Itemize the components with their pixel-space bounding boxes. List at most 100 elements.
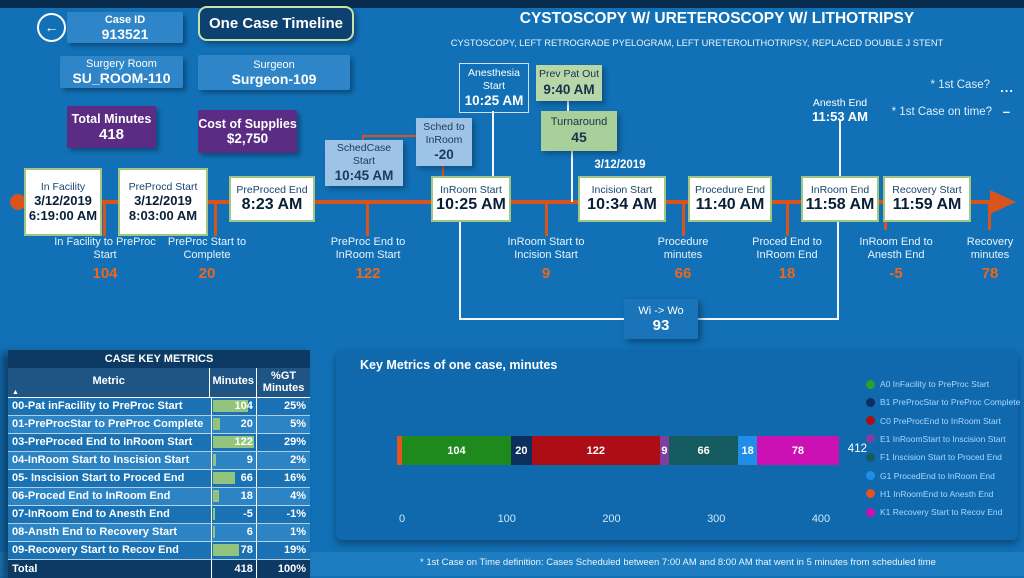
legend-label: G1 ProcedEnd to InRoom End bbox=[880, 470, 995, 481]
surgeon-value: Surgeon-109 bbox=[231, 70, 317, 87]
timeline-tick bbox=[682, 204, 685, 236]
milestone-recovery-start: Recovery Start 11:59 AM bbox=[883, 176, 971, 222]
callout-anesth-end: Anesth End 11:53 AM bbox=[790, 97, 890, 124]
legend-item[interactable]: C0 PreProcEnd to InRoom Start bbox=[866, 416, 1001, 426]
timeline-tick bbox=[545, 204, 548, 236]
legend-label: A0 InFacility to PreProc Start bbox=[880, 379, 990, 389]
pct-cell: 29% bbox=[283, 436, 306, 448]
legend-dot-icon bbox=[866, 471, 875, 480]
legend-label: B1 PreProcStar to PreProc Complete bbox=[880, 397, 1021, 408]
minutes-databar bbox=[212, 526, 215, 538]
minutes-cell: 6 bbox=[212, 524, 257, 541]
page-title: CYSTOSCOPY W/ URETEROSCOPY W/ LITHOTRIPS… bbox=[519, 10, 915, 27]
bar-segment[interactable]: 9 bbox=[659, 436, 670, 465]
milestone-date: 3/12/2019 bbox=[134, 193, 192, 208]
legend-item[interactable]: B1 PreProcStar to PreProc Complete bbox=[866, 397, 1020, 407]
timeline-tick bbox=[786, 204, 789, 236]
first-case-label: * 1st Case? bbox=[930, 79, 990, 91]
legend-item[interactable]: E1 InRoomStart to Inscision Start bbox=[866, 434, 1006, 444]
table-row[interactable]: 05- Inscision Start to Proced End 66 16% bbox=[8, 470, 310, 488]
table-row[interactable]: 03-PreProced End to InRoom Start 122 29% bbox=[8, 434, 310, 452]
metric-cell: 04-InRoom Start to Inscision Start bbox=[8, 452, 212, 469]
milestone-title: Incision Start bbox=[591, 184, 653, 196]
milestone-title: PreProced End bbox=[236, 184, 308, 196]
milestone-date: 3/12/2019 bbox=[34, 193, 92, 208]
cost-of-supplies-value: $2,750 bbox=[226, 131, 269, 146]
interval-procedure-minutes: Procedure minutes 66 bbox=[648, 236, 718, 282]
interval-preprocend-inroom: PreProc End to InRoom Start 122 bbox=[318, 236, 418, 282]
one-case-timeline-button[interactable]: One Case Timeline bbox=[198, 6, 354, 41]
interval-label: PreProc End to InRoom Start bbox=[330, 236, 406, 261]
case-id-label: Case ID bbox=[104, 13, 146, 26]
x-axis-tick: 200 bbox=[602, 513, 621, 525]
interval-label: PreProc Start to Complete bbox=[167, 236, 247, 261]
table-row[interactable]: 08-Ansth End to Recovery Start 6 1% bbox=[8, 524, 310, 542]
callout-title: Anesth End bbox=[812, 97, 868, 109]
callout-title: Anesthesia bbox=[468, 67, 520, 79]
column-header-metric[interactable]: Metric bbox=[8, 368, 211, 397]
table-row[interactable]: 06-Proced End to InRoom End 18 4% bbox=[8, 488, 310, 506]
bar-segment[interactable]: 104 bbox=[402, 436, 511, 465]
callout-title: Prev Pat Out bbox=[538, 68, 600, 81]
minutes-databar bbox=[212, 400, 248, 412]
minutes-cell: 78 bbox=[212, 542, 257, 559]
table-row[interactable]: 01-PreProcStar to PreProc Complete 20 5% bbox=[8, 416, 310, 434]
interval-value: 9 bbox=[541, 265, 551, 282]
incision-date-label: 3/12/2019 bbox=[594, 159, 646, 171]
callout-title: InRoom bbox=[425, 133, 463, 146]
back-button[interactable]: ← bbox=[37, 13, 66, 42]
minutes-cell: 122 bbox=[212, 434, 257, 451]
milestone-procedure-end: Procedure End 11:40 AM bbox=[688, 176, 772, 222]
interval-inroom-incision: InRoom Start to Incision Start 9 bbox=[491, 236, 601, 282]
top-strip bbox=[0, 0, 1024, 8]
milestone-title: In Facility bbox=[40, 181, 86, 193]
legend-item[interactable]: K1 Recovery Start to Recov End bbox=[866, 507, 1002, 517]
x-axis-tick: 0 bbox=[398, 513, 406, 525]
connector-prev-pat-out bbox=[567, 100, 569, 112]
legend-item[interactable]: H1 InRoomEnd to Anesth End bbox=[866, 489, 993, 499]
table-row[interactable]: 00-Pat inFacility to PreProc Start 104 25% bbox=[8, 398, 310, 416]
milestone-title: InRoom Start bbox=[440, 184, 502, 196]
milestone-preproc-start: PreProcd Start 3/12/2019 8:03:00 AM bbox=[118, 168, 208, 236]
legend-item[interactable]: A0 InFacility to PreProc Start bbox=[866, 379, 989, 389]
bar-segment[interactable] bbox=[396, 436, 402, 465]
legend-item[interactable]: F1 Inscision Start to Proced End bbox=[866, 452, 1002, 462]
total-minutes-value: 418 bbox=[98, 125, 125, 143]
legend-label: K1 Recovery Start to Recov End bbox=[880, 507, 1003, 518]
interval-label: In Facility to PreProc Start bbox=[54, 236, 156, 261]
total-minutes-card: Total Minutes 418 bbox=[67, 106, 156, 148]
table-row[interactable]: 07-InRoom End to Anesth End -5 -1% bbox=[8, 506, 310, 524]
legend-item[interactable]: G1 ProcedEnd to InRoom End bbox=[866, 471, 995, 481]
connector-schedcase bbox=[362, 135, 416, 137]
first-case-on-time-value: – bbox=[1002, 104, 1010, 119]
bar-segment[interactable]: 66 bbox=[669, 436, 739, 465]
legend-dot-icon bbox=[866, 507, 875, 517]
callout-value: 9:40 AM bbox=[543, 81, 595, 97]
connector-anesth-end bbox=[839, 120, 841, 177]
table-row[interactable]: 09-Recovery Start to Recov End 78 19% bbox=[8, 542, 310, 560]
column-header-minutes[interactable]: Minutes bbox=[210, 368, 258, 397]
minutes-databar bbox=[212, 454, 216, 466]
milestone-time: 8:03:00 AM bbox=[128, 208, 198, 223]
bar-segment[interactable]: 18 bbox=[738, 436, 758, 465]
bar-segment[interactable]: 122 bbox=[531, 436, 660, 465]
table-row[interactable]: 04-InRoom Start to Inscision Start 9 2% bbox=[8, 452, 310, 470]
interval-value: 104 bbox=[92, 265, 118, 282]
metric-cell: 09-Recovery Start to Recov End bbox=[8, 542, 212, 559]
bar-segment[interactable]: 20 bbox=[510, 436, 532, 465]
metric-cell: 06-Proced End to InRoom End bbox=[8, 488, 212, 505]
minutes-databar bbox=[212, 436, 254, 448]
timeline-tick bbox=[214, 204, 217, 236]
column-header-pct[interactable]: %GT Minutes bbox=[262, 370, 305, 394]
interval-preproc-complete: PreProc Start to Complete 20 bbox=[157, 236, 257, 282]
interval-value: 66 bbox=[674, 265, 692, 282]
milestone-time: 10:34 AM bbox=[587, 196, 657, 213]
callout-schedcase-start: SchedCase Start 10:45 AM bbox=[325, 140, 403, 186]
ellipsis-menu-icon[interactable]: ... bbox=[1000, 80, 1014, 95]
sort-asc-icon[interactable]: ▲ bbox=[12, 389, 19, 396]
callout-value: 11:53 AM bbox=[812, 109, 868, 124]
surgery-room-card: Surgery Room SU_ROOM-110 bbox=[60, 56, 183, 88]
pct-cell: 5% bbox=[290, 418, 306, 430]
minutes-databar bbox=[212, 490, 219, 502]
bar-segment[interactable]: 78 bbox=[757, 436, 839, 465]
